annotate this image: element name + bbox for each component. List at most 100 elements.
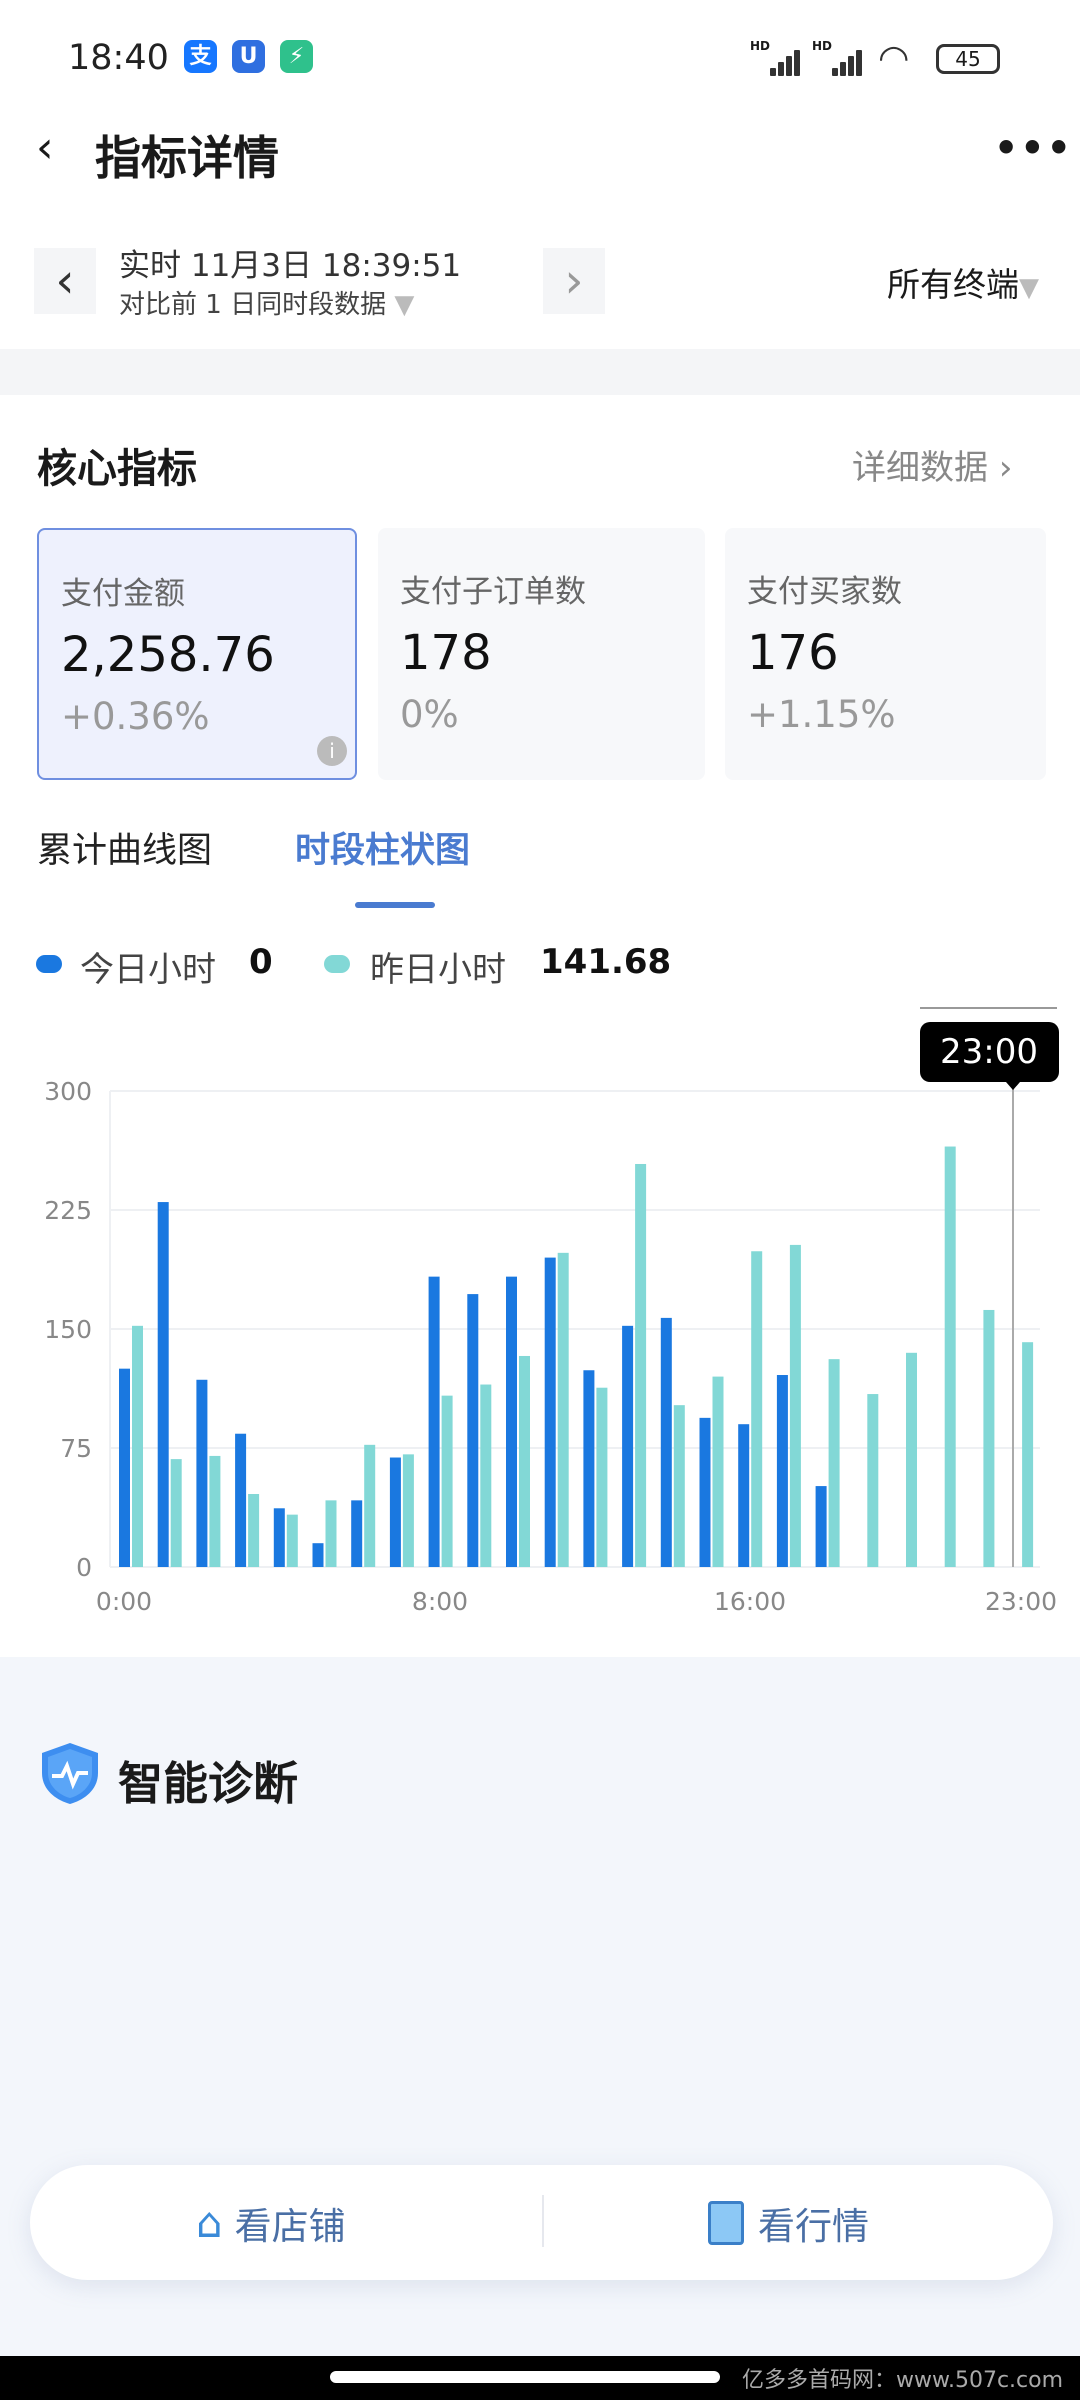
bar-yesterday [170, 1459, 182, 1567]
bar-yesterday [944, 1146, 956, 1567]
legend-today-label: 今日小时 [80, 950, 216, 990]
divider [542, 2195, 544, 2247]
bar-today [119, 1368, 130, 1567]
y-tick-label: 300 [44, 1077, 92, 1106]
caret-down-icon: ▼ [1019, 273, 1039, 303]
bar-yesterday [983, 1309, 995, 1567]
bar-yesterday [1022, 1342, 1034, 1567]
bar-yesterday [480, 1384, 492, 1567]
bar-today [738, 1424, 750, 1567]
info-icon[interactable]: i [317, 736, 347, 766]
alipay-icon: 支 [184, 40, 217, 73]
x-tick-label: 16:00 [714, 1587, 786, 1616]
bar-yesterday [673, 1405, 685, 1567]
prev-date-button[interactable]: ‹ [34, 248, 96, 314]
metric-change: +1.15% [747, 693, 896, 736]
legend-today-value: 0 [249, 942, 273, 982]
y-tick-label: 225 [44, 1196, 92, 1225]
bar-today [389, 1457, 401, 1567]
bar-today [583, 1370, 595, 1567]
diagnosis-title: 智能诊断 [118, 1757, 299, 1810]
bar-yesterday [557, 1252, 569, 1567]
caret-down-icon: ▼ [394, 290, 415, 320]
bar-today [776, 1375, 788, 1567]
metric-value: 2,258.76 [61, 627, 275, 683]
metric-label: 支付买家数 [747, 574, 902, 610]
bar-today [273, 1508, 285, 1567]
tab-hourly-bar[interactable]: 时段柱状图 [295, 831, 471, 871]
tooltip-box [920, 1022, 1059, 1082]
page-title: 指标详情 [95, 131, 279, 185]
chevron-right-icon: › [564, 253, 584, 309]
detail-data-link[interactable]: 详细数据 › [852, 448, 1013, 488]
bar-yesterday [712, 1376, 724, 1567]
bar-today [660, 1317, 672, 1567]
chevron-left-icon: ‹ [55, 253, 75, 309]
metric-value: 176 [747, 625, 839, 681]
bar-yesterday [364, 1444, 376, 1567]
bar-yesterday [519, 1355, 530, 1567]
bar-today [699, 1417, 711, 1567]
date-realtime: 实时 11月3日 18:39:51 [119, 248, 462, 284]
y-tick-label: 75 [60, 1434, 92, 1463]
y-tick-label: 150 [44, 1315, 92, 1344]
more-dots-icon[interactable]: ••• [994, 126, 1073, 170]
bar-yesterday [789, 1244, 801, 1567]
battery-icon: 45 [936, 44, 1000, 74]
active-tab-indicator [355, 902, 435, 908]
bar-yesterday [906, 1352, 917, 1567]
bar-today [157, 1202, 169, 1567]
bar-today [351, 1500, 363, 1567]
app-icon: U [232, 40, 265, 73]
bar-today [196, 1379, 208, 1567]
chevron-right-icon: › [998, 448, 1013, 488]
bottom-action-bar: ⌂ 看店铺 看行情 [30, 2165, 1053, 2280]
bar-today [312, 1543, 324, 1567]
security-icon: ⚡ [280, 40, 313, 73]
metric-card-payment-amount[interactable]: 支付金额 2,258.76 +0.36% i [37, 528, 357, 780]
bar-yesterday [402, 1454, 414, 1567]
legend-today-marker [36, 955, 62, 973]
home-icon: ⌂ [196, 2198, 223, 2247]
bar-yesterday [596, 1387, 608, 1567]
x-tick-label: 8:00 [412, 1587, 468, 1616]
bar-yesterday [441, 1395, 453, 1567]
legend-yesterday-value: 141.68 [540, 942, 672, 982]
metric-card-buyers[interactable]: 支付买家数 176 +1.15% [725, 528, 1046, 780]
metric-label: 支付金额 [61, 576, 185, 612]
section-title: 核心指标 [37, 446, 197, 492]
status-time: 18:40 [68, 38, 169, 78]
bar-yesterday [209, 1455, 221, 1567]
bar-yesterday [325, 1500, 337, 1567]
home-indicator[interactable] [330, 2371, 720, 2383]
compare-selector[interactable]: 对比前 1 日同时段数据 ▼ [119, 290, 415, 320]
view-market-button[interactable]: 看行情 [708, 2165, 869, 2280]
bar-today [815, 1486, 827, 1567]
shield-pulse-icon [38, 1740, 102, 1806]
hourly-bar-chart[interactable]: 0 75 150 225 300 0:00 8:00 16:00 23:00 23:00 [0, 1000, 1080, 1640]
y-tick-label: 0 [76, 1553, 92, 1582]
tooltip-pointer [1006, 1082, 1020, 1090]
tab-cumulative-curve[interactable]: 累计曲线图 [37, 831, 213, 871]
bar-yesterday [248, 1494, 260, 1567]
view-store-button[interactable]: ⌂ 看店铺 [196, 2198, 346, 2248]
metric-change: 0% [400, 693, 459, 736]
bar-today [622, 1325, 634, 1567]
legend-yesterday-label: 昨日小时 [370, 950, 506, 990]
terminal-selector[interactable]: 所有终端▼ [887, 265, 1039, 304]
bar-today [235, 1433, 247, 1567]
metric-card-sub-orders[interactable]: 支付子订单数 178 0% [378, 528, 705, 780]
bar-yesterday [132, 1325, 143, 1567]
chart-board-icon [708, 2200, 744, 2245]
back-button[interactable]: ‹ [36, 122, 54, 173]
watermark: 亿多多首码网：www.507c.com [742, 2368, 1064, 2393]
next-date-button[interactable]: › [543, 248, 605, 314]
bar-yesterday [828, 1359, 840, 1567]
x-tick-label: 0:00 [96, 1587, 152, 1616]
bar-today [544, 1257, 556, 1567]
bar-today [467, 1294, 479, 1567]
metric-value: 178 [400, 625, 492, 681]
signal-icon-2: HD [812, 40, 866, 76]
tooltip-label: 23:00 [940, 1032, 1038, 1072]
metric-change: +0.36% [61, 695, 210, 738]
